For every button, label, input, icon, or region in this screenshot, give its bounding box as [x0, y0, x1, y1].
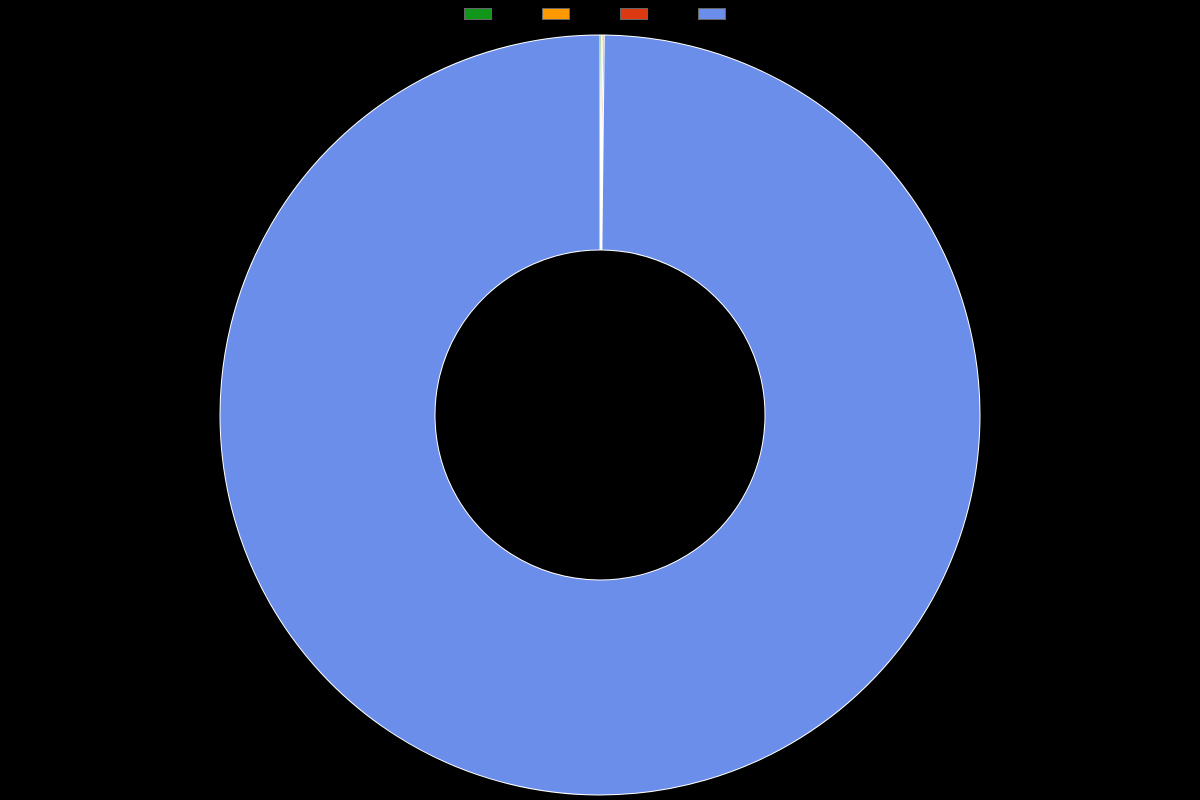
donut-chart [0, 30, 1200, 800]
legend-swatch-0 [464, 8, 492, 20]
chart-legend [464, 8, 736, 20]
donut-slice-3[interactable] [220, 35, 980, 795]
legend-item-1[interactable] [542, 8, 580, 20]
legend-swatch-1 [542, 8, 570, 20]
legend-swatch-3 [698, 8, 726, 20]
legend-swatch-2 [620, 8, 648, 20]
legend-item-3[interactable] [698, 8, 736, 20]
donut-svg [0, 30, 1200, 800]
legend-item-0[interactable] [464, 8, 502, 20]
legend-item-2[interactable] [620, 8, 658, 20]
